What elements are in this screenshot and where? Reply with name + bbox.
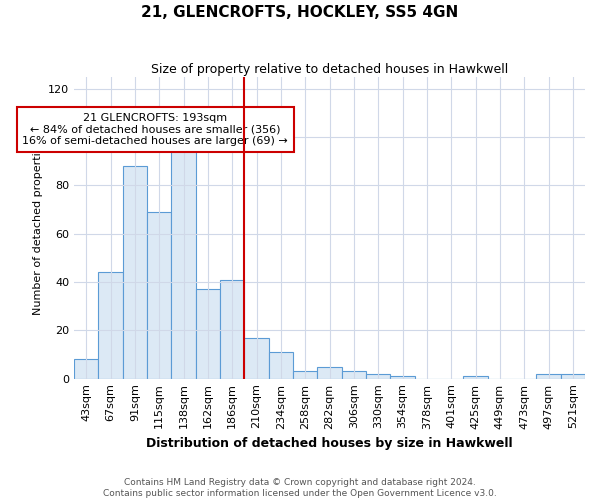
Bar: [147, 212, 172, 378]
Text: 21 GLENCROFTS: 193sqm
← 84% of detached houses are smaller (356)
16% of semi-det: 21 GLENCROFTS: 193sqm ← 84% of detached …: [22, 113, 288, 146]
Bar: [560, 374, 585, 378]
Bar: [391, 376, 415, 378]
Y-axis label: Number of detached properties: Number of detached properties: [32, 140, 43, 316]
X-axis label: Distribution of detached houses by size in Hawkwell: Distribution of detached houses by size …: [146, 437, 513, 450]
Bar: [317, 366, 342, 378]
Bar: [123, 166, 147, 378]
Text: Contains HM Land Registry data © Crown copyright and database right 2024.
Contai: Contains HM Land Registry data © Crown c…: [103, 478, 497, 498]
Bar: [366, 374, 391, 378]
Bar: [244, 338, 269, 378]
Bar: [98, 272, 123, 378]
Bar: [463, 376, 488, 378]
Text: 21, GLENCROFTS, HOCKLEY, SS5 4GN: 21, GLENCROFTS, HOCKLEY, SS5 4GN: [142, 5, 458, 20]
Title: Size of property relative to detached houses in Hawkwell: Size of property relative to detached ho…: [151, 62, 508, 76]
Bar: [293, 372, 317, 378]
Bar: [220, 280, 244, 378]
Bar: [269, 352, 293, 378]
Bar: [342, 372, 366, 378]
Bar: [536, 374, 560, 378]
Bar: [196, 290, 220, 378]
Bar: [74, 360, 98, 378]
Bar: [172, 134, 196, 378]
